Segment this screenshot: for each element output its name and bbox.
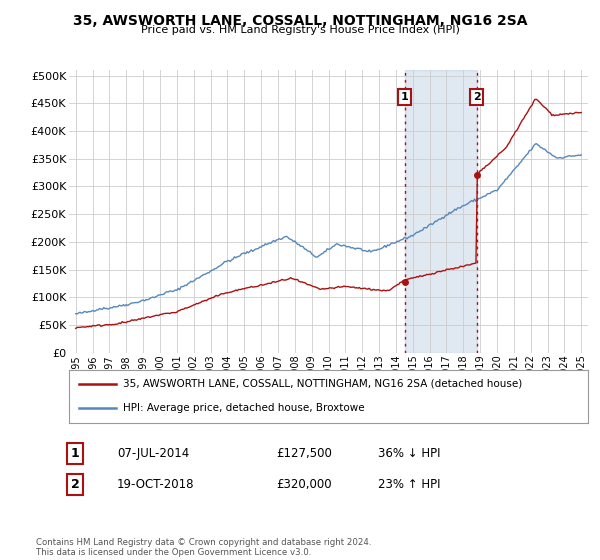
- Text: 07-JUL-2014: 07-JUL-2014: [117, 447, 189, 460]
- Text: 35, AWSWORTH LANE, COSSALL, NOTTINGHAM, NG16 2SA: 35, AWSWORTH LANE, COSSALL, NOTTINGHAM, …: [73, 14, 527, 28]
- Bar: [404, 70, 477, 353]
- Text: 2: 2: [473, 92, 481, 102]
- Text: 23% ↑ HPI: 23% ↑ HPI: [378, 478, 440, 491]
- Text: 35, AWSWORTH LANE, COSSALL, NOTTINGHAM, NG16 2SA (detached house): 35, AWSWORTH LANE, COSSALL, NOTTINGHAM, …: [124, 379, 523, 389]
- Text: 1: 1: [71, 447, 79, 460]
- Text: £127,500: £127,500: [276, 447, 332, 460]
- Text: 2: 2: [71, 478, 79, 491]
- Text: Price paid vs. HM Land Registry's House Price Index (HPI): Price paid vs. HM Land Registry's House …: [140, 25, 460, 35]
- Text: HPI: Average price, detached house, Broxtowe: HPI: Average price, detached house, Brox…: [124, 403, 365, 413]
- Text: 36% ↓ HPI: 36% ↓ HPI: [378, 447, 440, 460]
- Text: £320,000: £320,000: [276, 478, 332, 491]
- Text: Contains HM Land Registry data © Crown copyright and database right 2024.
This d: Contains HM Land Registry data © Crown c…: [36, 538, 371, 557]
- Text: 1: 1: [401, 92, 409, 102]
- Text: 19-OCT-2018: 19-OCT-2018: [117, 478, 194, 491]
